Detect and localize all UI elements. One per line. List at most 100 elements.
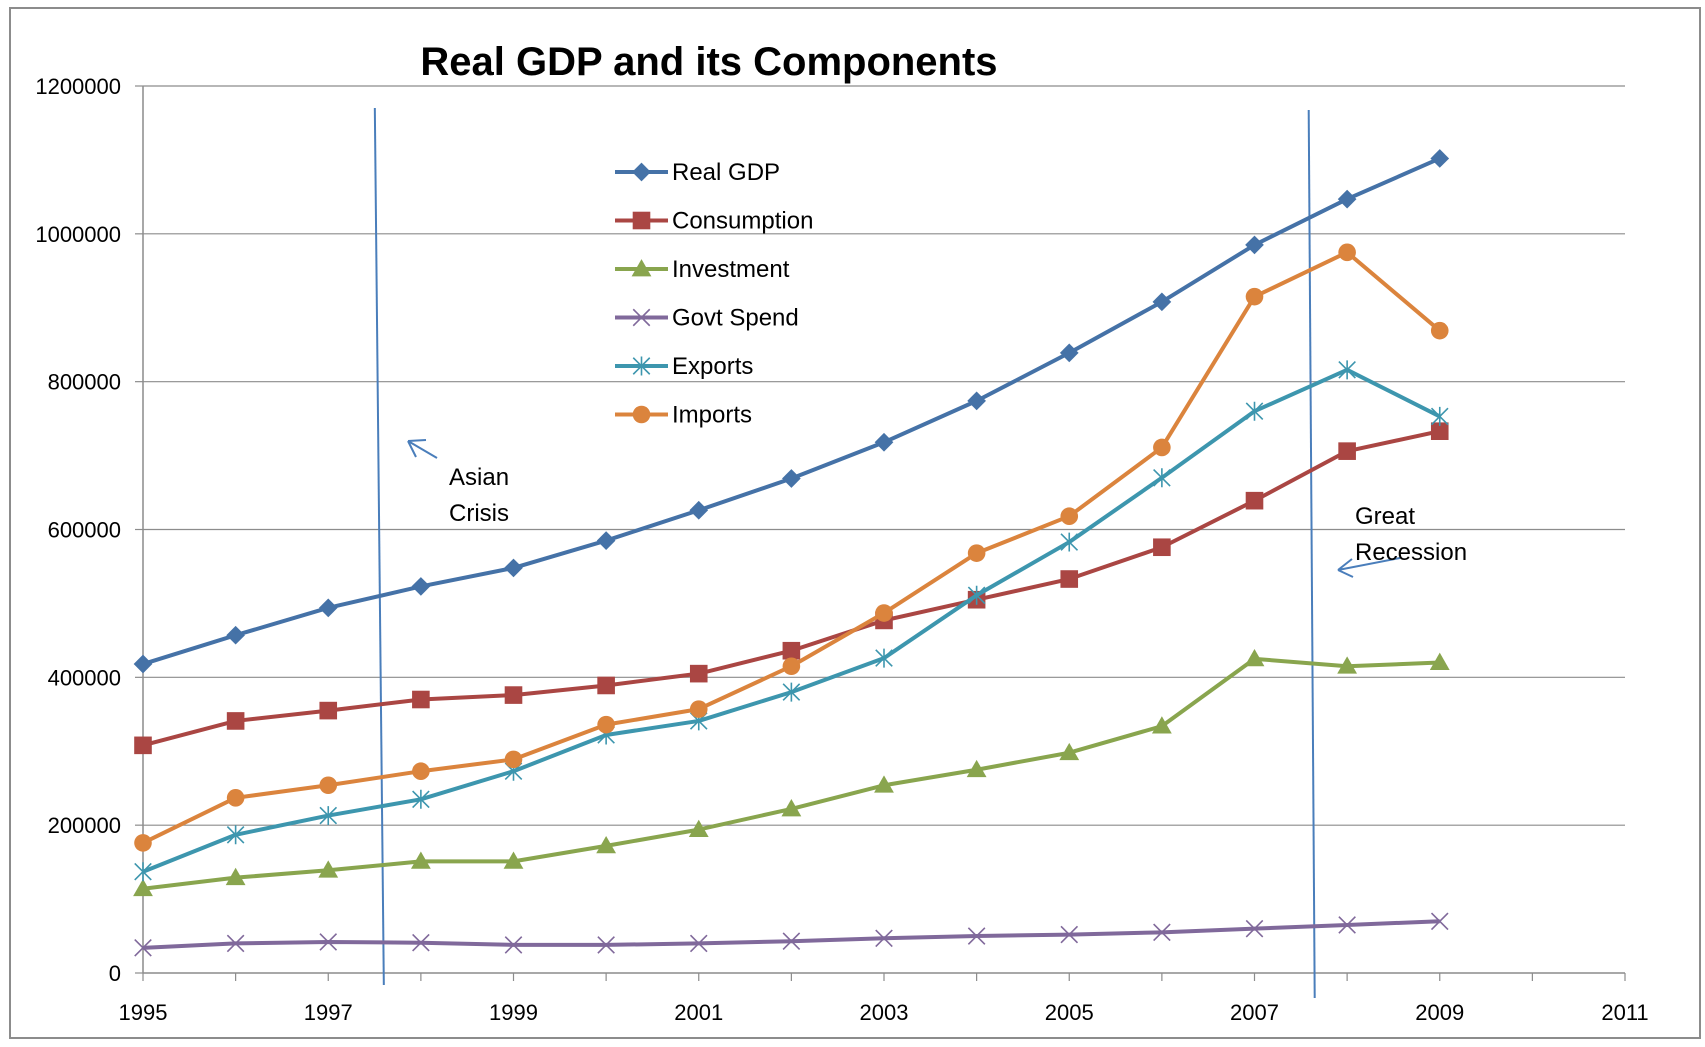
axis-layer: 0 200000 400000 600000 800000 1000000 1200000 1… bbox=[35, 74, 1648, 1025]
data-point-consumption bbox=[597, 676, 615, 695]
grid-layer bbox=[143, 85, 1625, 826]
data-point-real-gdp bbox=[1430, 149, 1450, 168]
data-point-exports bbox=[967, 585, 986, 605]
data-point-investment bbox=[874, 775, 894, 793]
y-tick-label: 1200000 bbox=[35, 74, 121, 99]
data-point-investment bbox=[966, 759, 987, 778]
data-point-real-gdp bbox=[1337, 189, 1357, 209]
x-tick-label: 2007 bbox=[1230, 1000, 1279, 1025]
data-point-imports bbox=[1338, 243, 1356, 262]
data-point-consumption bbox=[689, 664, 708, 683]
x-tick-label: 2011 bbox=[1601, 1000, 1648, 1025]
legend-marker-exports bbox=[632, 356, 651, 376]
data-point-investment bbox=[1337, 656, 1358, 674]
legend-item-consumption: Consumption bbox=[615, 208, 813, 235]
series-imports bbox=[134, 243, 1449, 852]
data-point-investment bbox=[596, 835, 617, 854]
data-point-real-gdp bbox=[1059, 343, 1079, 363]
data-point-exports bbox=[875, 648, 893, 668]
legend-label-consumption: Consumption bbox=[672, 208, 813, 235]
y-tick-label: 0 bbox=[109, 961, 121, 986]
data-point-govt-spend bbox=[597, 936, 615, 954]
y-tick-label: 200000 bbox=[48, 813, 121, 838]
series-real-gdp bbox=[133, 149, 1450, 674]
data-point-investment bbox=[688, 819, 709, 838]
data-point-consumption bbox=[412, 690, 430, 709]
great-recession-label-line2: Recession bbox=[1355, 539, 1467, 566]
data-point-consumption bbox=[134, 736, 152, 755]
data-point-govt-spend bbox=[875, 929, 893, 948]
annotation-layer: Asian Crisis Great Recession bbox=[373, 107, 1467, 999]
legend-label-exports: Exports bbox=[672, 353, 753, 380]
series-consumption bbox=[134, 422, 1449, 755]
data-point-imports bbox=[1153, 438, 1171, 457]
legend: Real GDP Consumption Investment Govt Spend E… bbox=[615, 159, 813, 429]
data-point-govt-spend bbox=[689, 934, 708, 953]
data-point-govt-spend bbox=[319, 933, 338, 951]
asian-crisis-label-line1: Asian bbox=[449, 464, 509, 491]
data-point-real-gdp bbox=[874, 432, 894, 452]
data-point-govt-spend bbox=[1060, 925, 1079, 944]
series-layer bbox=[133, 149, 1450, 957]
data-point-govt-spend bbox=[412, 933, 430, 952]
data-point-imports bbox=[134, 834, 152, 852]
data-point-investment bbox=[1244, 648, 1265, 667]
legend-marker-imports bbox=[632, 405, 651, 424]
data-point-real-gdp bbox=[596, 531, 616, 550]
data-point-investment bbox=[1429, 652, 1450, 670]
data-point-investment bbox=[781, 799, 802, 817]
y-tick-label: 800000 bbox=[48, 370, 121, 395]
data-point-consumption bbox=[782, 641, 801, 660]
legend-label-real-gdp: Real GDP bbox=[672, 159, 780, 186]
y-tick-label: 1000000 bbox=[35, 222, 121, 247]
x-tick-label: 2009 bbox=[1415, 1000, 1464, 1025]
data-point-investment bbox=[318, 860, 339, 878]
data-point-imports bbox=[504, 750, 523, 769]
x-tick-label: 1999 bbox=[489, 1000, 538, 1025]
data-point-consumption bbox=[1338, 442, 1356, 460]
data-point-real-gdp bbox=[411, 577, 431, 596]
data-point-consumption bbox=[1153, 538, 1171, 557]
data-point-real-gdp bbox=[226, 625, 245, 645]
data-point-imports bbox=[319, 776, 338, 795]
data-point-govt-spend bbox=[1245, 919, 1264, 938]
data-point-investment bbox=[133, 878, 153, 897]
x-tick-label: 2003 bbox=[860, 1000, 909, 1025]
legend-marker-real-gdp bbox=[632, 162, 651, 182]
data-point-investment bbox=[1151, 716, 1172, 734]
data-point-exports bbox=[1338, 360, 1356, 380]
data-point-imports bbox=[1060, 507, 1079, 525]
legend-item-investment: Investment bbox=[615, 256, 790, 283]
data-point-imports bbox=[689, 700, 708, 718]
data-point-exports bbox=[1245, 401, 1264, 421]
data-point-exports bbox=[1430, 406, 1449, 426]
data-point-imports bbox=[1430, 321, 1449, 340]
great-recession-label-line1: Great bbox=[1355, 503, 1415, 530]
legend-marker-govt-spend bbox=[632, 308, 651, 327]
data-point-govt-spend bbox=[1153, 923, 1171, 942]
data-point-exports bbox=[782, 682, 801, 702]
legend-item-govt-spend: Govt Spend bbox=[615, 305, 799, 332]
data-point-govt-spend bbox=[1430, 912, 1449, 931]
asian-crisis-label-line2: Crisis bbox=[449, 500, 509, 527]
data-point-imports bbox=[782, 657, 801, 676]
series-investment bbox=[133, 648, 1450, 897]
legend-label-investment: Investment bbox=[672, 256, 790, 283]
great-recession-line bbox=[1307, 109, 1316, 999]
data-point-govt-spend bbox=[782, 932, 801, 951]
x-tick-label: 2005 bbox=[1045, 1000, 1094, 1025]
data-point-consumption bbox=[1430, 422, 1449, 440]
data-point-govt-spend bbox=[226, 934, 245, 953]
data-point-imports bbox=[1245, 287, 1264, 306]
data-point-govt-spend bbox=[967, 927, 986, 945]
legend-item-exports: Exports bbox=[615, 353, 753, 380]
data-point-real-gdp bbox=[1245, 235, 1264, 255]
data-point-imports bbox=[875, 604, 893, 622]
data-point-imports bbox=[226, 789, 245, 807]
legend-item-real-gdp: Real GDP bbox=[615, 159, 780, 186]
great-recession-arrow bbox=[1337, 557, 1401, 578]
x-tick-label: 1997 bbox=[304, 1000, 353, 1025]
data-point-investment bbox=[225, 867, 246, 886]
